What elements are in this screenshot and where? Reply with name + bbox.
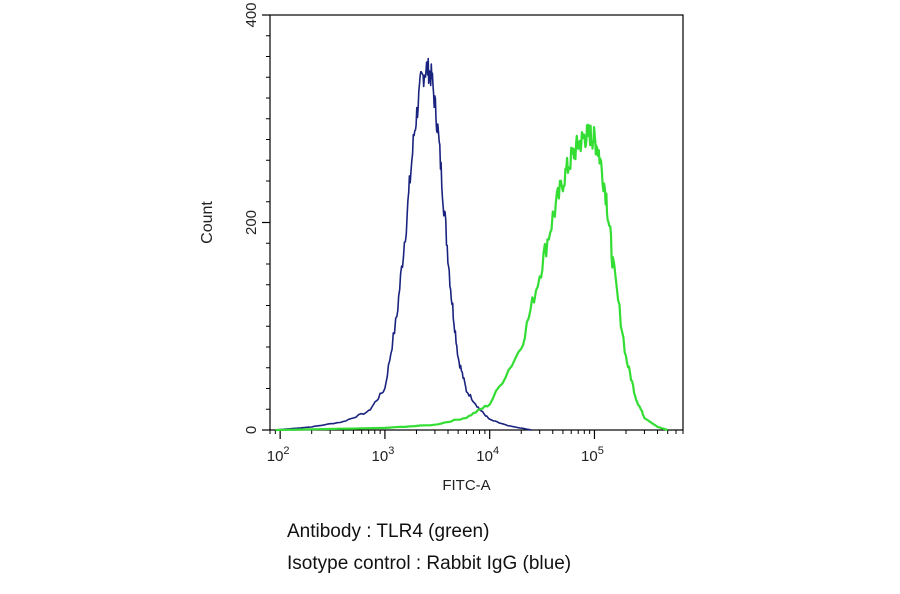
x-tick-label: 103 — [372, 445, 395, 465]
y-tick-label: 200 — [243, 210, 260, 235]
y-tick-label: 400 — [243, 2, 260, 27]
antibody-caption: Antibody : TLR4 (green) — [287, 521, 490, 542]
x-tick-label: 102 — [267, 445, 290, 465]
y-tick-label: 0 — [243, 426, 260, 434]
x-tick-label: 105 — [581, 445, 604, 465]
isotype-caption: Isotype control : Rabbit IgG (blue) — [287, 553, 572, 574]
series-line-tlr4 — [275, 123, 669, 432]
y-axis-label: Count — [199, 201, 216, 244]
flow-cytometry-histogram: 0 200 400 102 103 104 105 FITC-A Count — [199, 2, 684, 494]
x-tick-label: 104 — [476, 445, 499, 465]
x-axis-label: FITC-A — [442, 477, 490, 494]
series-line-isotype-igg — [275, 57, 532, 431]
plot-frame — [269, 14, 684, 431]
